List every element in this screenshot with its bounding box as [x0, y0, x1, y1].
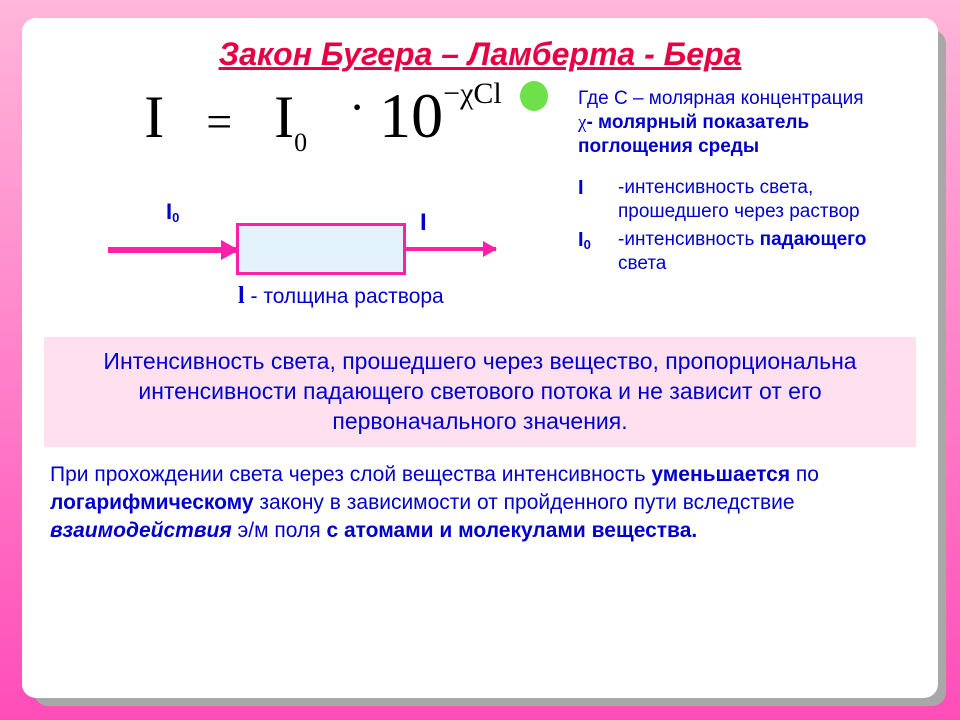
def-chi: χ- молярный показатель поглощения среды [578, 111, 912, 159]
diagram-l-label: l - толщина раствора [238, 283, 444, 310]
slide-title: Закон Бугера – Ламберта - Бера [48, 36, 912, 73]
exp-minus: − [443, 77, 460, 110]
formula-column: I = I0 · 10−χCl I0 I [48, 79, 568, 333]
i0tc: света [618, 253, 666, 274]
main-formula: I = I0 · 10−χCl [78, 79, 568, 189]
formula-I0-sub: 0 [294, 128, 307, 157]
upper-row: I = I0 · 10−χCl I0 I [48, 79, 912, 333]
l-sym: l [238, 283, 245, 309]
bbi1: взаимодействия [50, 519, 232, 542]
formula-ten: 10 [379, 80, 443, 151]
def-I-text: -интенсивность света, прошедшего через р… [618, 176, 912, 224]
formula-I: I [144, 84, 164, 150]
transmitted-arrow [406, 247, 496, 251]
diagram-I-label: I [420, 209, 427, 237]
formula-dot: · [349, 81, 365, 134]
bt2: по [790, 463, 819, 486]
definitions-column: Где С – молярная концентрация χ- молярны… [578, 79, 912, 333]
formula-exponent: −χCl [443, 77, 502, 110]
space [178, 88, 192, 150]
chi-text: - молярный показатель поглощения среды [578, 112, 809, 157]
i0ss: 0 [584, 237, 591, 252]
formula-text: I = I0 · 10−χCl [78, 79, 568, 158]
bb3: с атомами и молекулами вещества. [326, 519, 697, 542]
formula-equals: = [206, 95, 232, 148]
bottom-paragraph: При прохождении света через слой веществ… [48, 461, 912, 546]
exp-l: l [493, 77, 501, 110]
def-I0-sym: I0 [578, 228, 610, 276]
i0-sub: 0 [172, 210, 179, 225]
space [246, 88, 260, 150]
def-I-row: I -интенсивность света, прошедшего через… [578, 176, 912, 224]
def-I0-row: I0 -интенсивность падающего света [578, 228, 912, 276]
def-I0-text: -интенсивность падающего света [618, 228, 912, 276]
solution-box [236, 223, 406, 275]
bt3: закону в зависимости от пройденного пути… [254, 491, 795, 514]
incident-arrow [108, 247, 238, 253]
l-text: - толщина раствора [245, 285, 444, 308]
space [321, 88, 335, 150]
absorption-diagram: I0 I l - толщина раствора [108, 193, 568, 333]
def-C: Где С – молярная концентрация [578, 87, 912, 111]
slide-background: Закон Бугера – Ламберта - Бера I = I0 · … [0, 0, 960, 720]
i0ta: -интенсивность [618, 229, 760, 250]
content-card: Закон Бугера – Ламберта - Бера I = I0 · … [22, 18, 938, 698]
bb2: логарифмическому [50, 491, 254, 514]
i0tb: падающего [760, 229, 867, 250]
exp-C: C [473, 77, 493, 110]
diagram-I0-label: I0 [166, 199, 179, 225]
statement-box: Интенсивность света, прошедшего через ве… [44, 337, 916, 447]
formula-I0: I [274, 84, 294, 150]
bt1: При прохождении света через слой веществ… [50, 463, 651, 486]
exp-chi: χ [460, 77, 473, 110]
def-I-sym: I [578, 176, 610, 224]
bb1: уменьшается [651, 463, 790, 486]
bt4: э/м поля [232, 519, 327, 542]
